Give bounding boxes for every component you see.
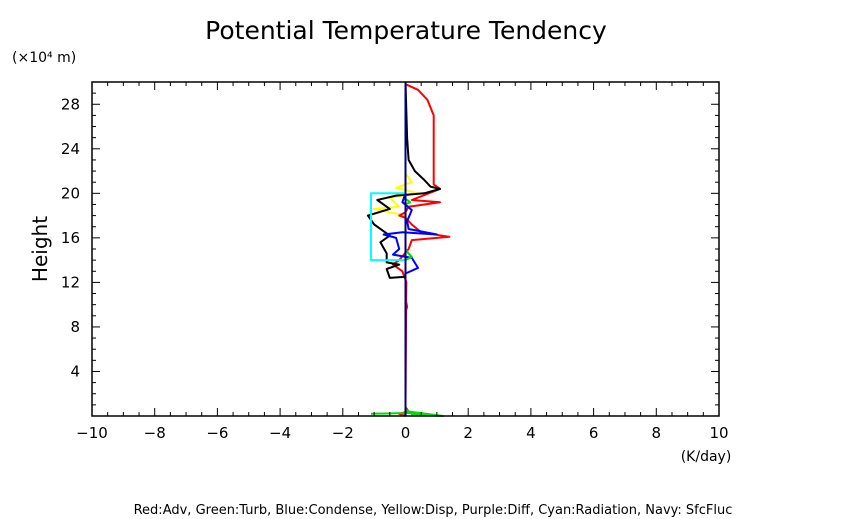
y-tick-label: 24 [61, 140, 80, 158]
series-line-0 [373, 82, 419, 416]
series-line-2 [366, 81, 441, 416]
x-tick-label: −10 [76, 424, 108, 442]
x-tick-label: −6 [206, 424, 228, 442]
x-tick-label: −2 [332, 424, 354, 442]
y-tick-label: 4 [70, 362, 80, 380]
y-tick-label: 28 [61, 95, 80, 113]
series-line-1 [392, 83, 451, 417]
x-tick-label: 0 [401, 424, 411, 442]
x-tick-label: 2 [463, 424, 473, 442]
x-tick-label: 4 [526, 424, 536, 442]
y-tick-label: 12 [61, 273, 80, 291]
series-line-4 [370, 192, 406, 262]
x-tick-label: −8 [144, 424, 166, 442]
x-unit-label: (K/day) [681, 449, 732, 465]
legend-text: Red:Adv, Green:Turb, Blue:Condense, Yell… [134, 503, 733, 518]
y-tick-label: 16 [61, 229, 80, 247]
x-tick-label: 6 [589, 424, 599, 442]
y-axis-label: Height [28, 216, 52, 282]
chart-title: Potential Temperature Tendency [205, 16, 607, 45]
series-line-3 [382, 82, 438, 416]
y-tick-label: 20 [61, 184, 80, 202]
y-unit-label: (×10⁴ m) [12, 50, 76, 66]
x-tick-label: 8 [652, 424, 662, 442]
x-tick-label: 10 [709, 424, 728, 442]
y-tick-label: 8 [70, 318, 80, 336]
series-line-5 [370, 82, 445, 417]
series-layer [366, 81, 451, 417]
x-tick-label: −4 [269, 424, 291, 442]
